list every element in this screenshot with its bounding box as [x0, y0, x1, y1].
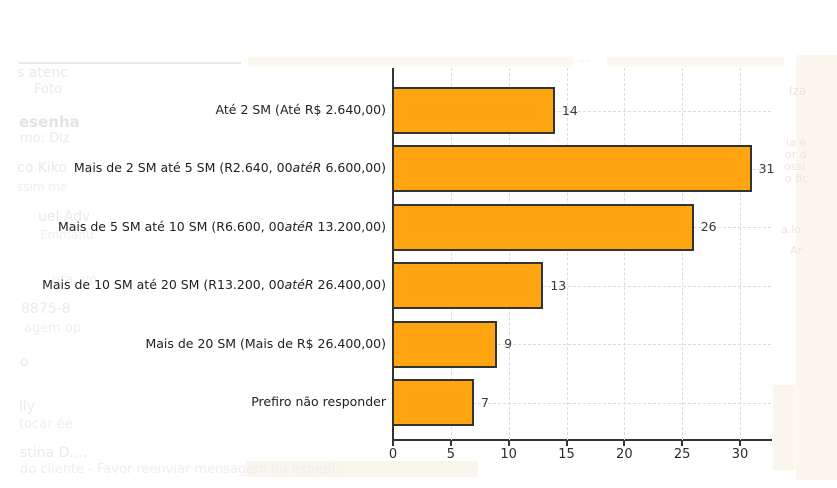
x-axis-tick [507, 441, 510, 446]
y-axis-spine [392, 68, 394, 441]
bar-value-label: 7 [480, 394, 489, 410]
bar [392, 262, 544, 310]
vertical-gridline [624, 68, 626, 440]
vertical-gridline [450, 68, 452, 440]
vertical-gridline [682, 68, 684, 440]
category-label-part: Mais de 5 SM até 10 SM (R6.600, 00 [57, 218, 285, 234]
x-axis-tick [565, 441, 568, 446]
bar [392, 379, 474, 426]
ghost-text-fragment: lly [19, 399, 36, 415]
category-label: Prefiro não responder [251, 394, 386, 409]
horizontal-gridline [393, 344, 771, 346]
category-label: Mais de 20 SM (Mais de R$ 26.400,00) [145, 336, 386, 351]
ghost-text-fragment: do cliente - Favor reenviar mensagem no … [20, 462, 348, 477]
bar-value-label: 9 [504, 336, 513, 352]
ghost-block [19, 62, 241, 64]
x-axis-tick [392, 441, 394, 446]
horizontal-gridline [393, 285, 771, 287]
category-label-part: Prefiro não responder [251, 394, 386, 409]
ghost-text-fragment: la é [786, 136, 807, 149]
ghost-block [773, 385, 795, 470]
ghost-text-fragment: or d [785, 148, 807, 161]
ghost-text-fragment: agem op [24, 321, 82, 336]
x-axis-tick-label: 0 [388, 447, 398, 462]
x-axis-tick [681, 441, 684, 446]
ghost-text-fragment: Iza [789, 84, 807, 98]
ghost-text-fragment: Ar [790, 244, 803, 257]
category-label: Até 2 SM (Até R$ 2.640,00) [216, 102, 386, 117]
ghost-text-fragment: a.lo [781, 223, 802, 236]
ghost-text-fragment: mo: Diz [20, 131, 70, 146]
vertical-gridline [508, 68, 510, 440]
ghost-text-fragment: o [20, 354, 29, 370]
ghost-text-fragment: ossí [784, 160, 806, 173]
bar [392, 87, 555, 134]
ghost-text-fragment: ssim me [17, 180, 68, 194]
category-label-part: 6.600,00) [321, 160, 386, 176]
x-axis-spine [392, 439, 772, 441]
ghost-text-fragment: s atenc [17, 65, 68, 81]
x-axis-tick-label: 10 [500, 447, 517, 462]
category-label-math-part: atéR [284, 277, 314, 293]
category-label-part: Mais de 2 SM até 5 SM (R2.640, 00 [73, 160, 293, 176]
bar [392, 203, 694, 251]
ghost-text-fragment: tocar ée [19, 417, 73, 432]
horizontal-gridline [393, 110, 771, 112]
ghost-block [248, 57, 573, 67]
ghost-text-fragment: co Kiko [17, 160, 67, 176]
ghost-text-fragment: 8875-8 [21, 301, 71, 317]
ghost-block [607, 57, 784, 67]
bar-value-label: 26 [700, 219, 717, 235]
ghost-block [796, 55, 837, 480]
x-axis-tick [449, 441, 452, 446]
category-label-part: Mais de 10 SM até 20 SM (R13.200, 00 [42, 277, 285, 293]
category-label: Mais de 2 SM até 5 SM (R2.640, 00atéR 6.… [74, 160, 386, 175]
ghost-text-fragment: o fiç [785, 172, 809, 185]
vertical-gridline [566, 68, 568, 440]
x-axis-tick-label: 25 [673, 447, 691, 462]
ghost-block [246, 461, 478, 477]
x-axis-tick-label: 30 [731, 447, 749, 462]
bar-value-label: 13 [550, 277, 567, 293]
horizontal-gridline [393, 402, 771, 404]
x-axis-tick [739, 441, 741, 446]
bar-value-label: 31 [758, 160, 775, 176]
ghost-text-fragment: Foto [34, 82, 63, 97]
category-label-part: Mais de 20 SM (Mais de R$ 26.400,00) [145, 335, 386, 351]
category-label-part: Até 2 SM (Até R$ 2.640,00) [215, 102, 386, 117]
bar [392, 145, 752, 193]
ghost-text-fragment: ... [578, 51, 590, 65]
category-label-part: 13.200,00) [313, 218, 387, 234]
category-label-part: 26.400,00) [313, 277, 387, 293]
category-label: Mais de 5 SM até 10 SM (R6.600, 00atéR 1… [58, 219, 386, 234]
bar [392, 320, 498, 368]
bar-value-label: 14 [561, 102, 578, 118]
x-axis-tick-label: 20 [616, 447, 633, 462]
category-label-math-part: atéR [284, 218, 314, 234]
x-axis-tick-label: 5 [446, 447, 455, 462]
category-label-math-part: atéR [292, 160, 322, 176]
ghost-text-fragment: stina D.... [20, 445, 88, 461]
x-axis-tick [623, 441, 626, 446]
ghost-text-fragment: esenha [19, 113, 80, 131]
x-axis-tick-label: 15 [558, 447, 575, 462]
category-label: Mais de 10 SM até 20 SM (R13.200, 00atéR… [42, 277, 386, 292]
vertical-gridline [740, 68, 741, 440]
